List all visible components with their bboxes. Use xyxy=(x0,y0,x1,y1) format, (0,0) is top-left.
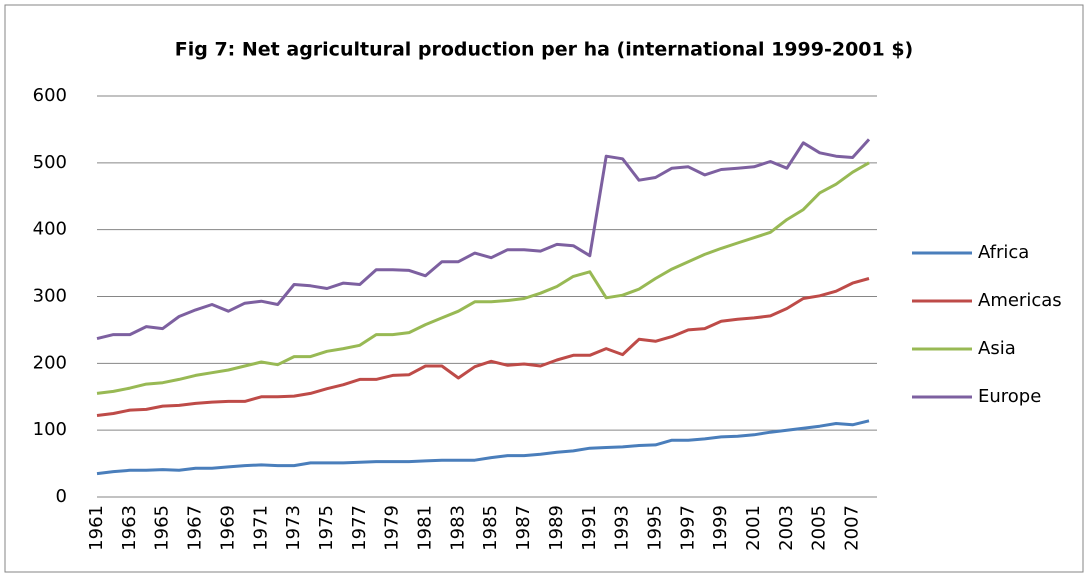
y-tick-label: 600 xyxy=(33,85,67,106)
x-tick-label: 1985 xyxy=(480,505,501,551)
x-tick-label: 1973 xyxy=(283,505,304,551)
x-tick-label: 1961 xyxy=(86,505,107,551)
x-tick-label: 1965 xyxy=(152,505,173,551)
data-line xyxy=(96,138,871,341)
legend-label: Europe xyxy=(978,386,1041,407)
data-line xyxy=(96,161,870,395)
y-tick-label: 300 xyxy=(33,286,67,307)
legend-label: Americas xyxy=(978,290,1062,311)
legend-label: Asia xyxy=(978,338,1016,359)
y-tick-label: 500 xyxy=(33,152,67,173)
chart-border xyxy=(4,4,1084,573)
y-tick-label: 200 xyxy=(33,352,67,373)
y-tick-label: 0 xyxy=(56,486,67,507)
x-tick-label: 1991 xyxy=(579,505,600,551)
x-tick-label: 1975 xyxy=(316,505,337,551)
x-tick-label: 1995 xyxy=(644,505,665,551)
x-tick-label: 1977 xyxy=(349,505,370,551)
x-tick-label: 1989 xyxy=(546,505,567,551)
data-line xyxy=(96,277,870,417)
x-tick-label: 1987 xyxy=(513,505,534,551)
chart-title: Fig 7: Net agricultural production per h… xyxy=(175,39,914,61)
x-tick-label: 2003 xyxy=(776,505,797,551)
x-tick-label: 1999 xyxy=(710,505,731,551)
x-tick-label: 1981 xyxy=(415,505,436,551)
y-tick-label: 400 xyxy=(33,219,67,240)
x-tick-label: 1993 xyxy=(612,505,633,551)
x-tick-label: 2005 xyxy=(809,505,830,551)
x-tick-label: 1997 xyxy=(677,505,698,551)
x-tick-label: 1967 xyxy=(185,505,206,551)
x-tick-label: 1963 xyxy=(119,505,140,551)
x-tick-label: 2007 xyxy=(842,505,863,551)
y-tick-label: 100 xyxy=(33,419,67,440)
x-tick-label: 1979 xyxy=(382,505,403,551)
x-tick-label: 1971 xyxy=(250,505,271,551)
x-tick-label: 1969 xyxy=(217,505,238,551)
x-tick-label: 2001 xyxy=(743,505,764,551)
data-line xyxy=(96,419,870,476)
x-tick-label: 1983 xyxy=(447,505,468,551)
legend-label: Africa xyxy=(978,242,1029,263)
